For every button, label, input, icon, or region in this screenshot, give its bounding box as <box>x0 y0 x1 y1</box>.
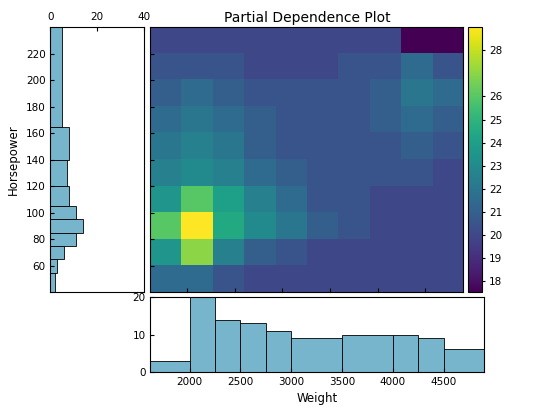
Bar <box>50 220 83 233</box>
Bar <box>50 206 76 220</box>
Bar <box>50 233 76 246</box>
Bar <box>393 335 418 372</box>
Bar <box>50 160 67 186</box>
Bar <box>50 27 62 127</box>
Bar <box>418 338 444 372</box>
Bar <box>444 349 484 372</box>
Bar <box>50 273 55 292</box>
Bar <box>190 297 215 372</box>
Y-axis label: Horsepower: Horsepower <box>7 124 20 195</box>
Title: Partial Dependence Plot: Partial Dependence Plot <box>223 11 390 25</box>
Bar <box>266 331 291 372</box>
Bar <box>50 246 64 259</box>
X-axis label: Weight: Weight <box>297 392 338 405</box>
Bar <box>50 127 69 160</box>
Bar <box>50 259 58 273</box>
Bar <box>342 335 393 372</box>
Bar <box>215 320 240 372</box>
Bar <box>150 360 190 372</box>
Bar <box>240 323 266 372</box>
Bar <box>291 338 342 372</box>
Bar <box>50 186 69 206</box>
